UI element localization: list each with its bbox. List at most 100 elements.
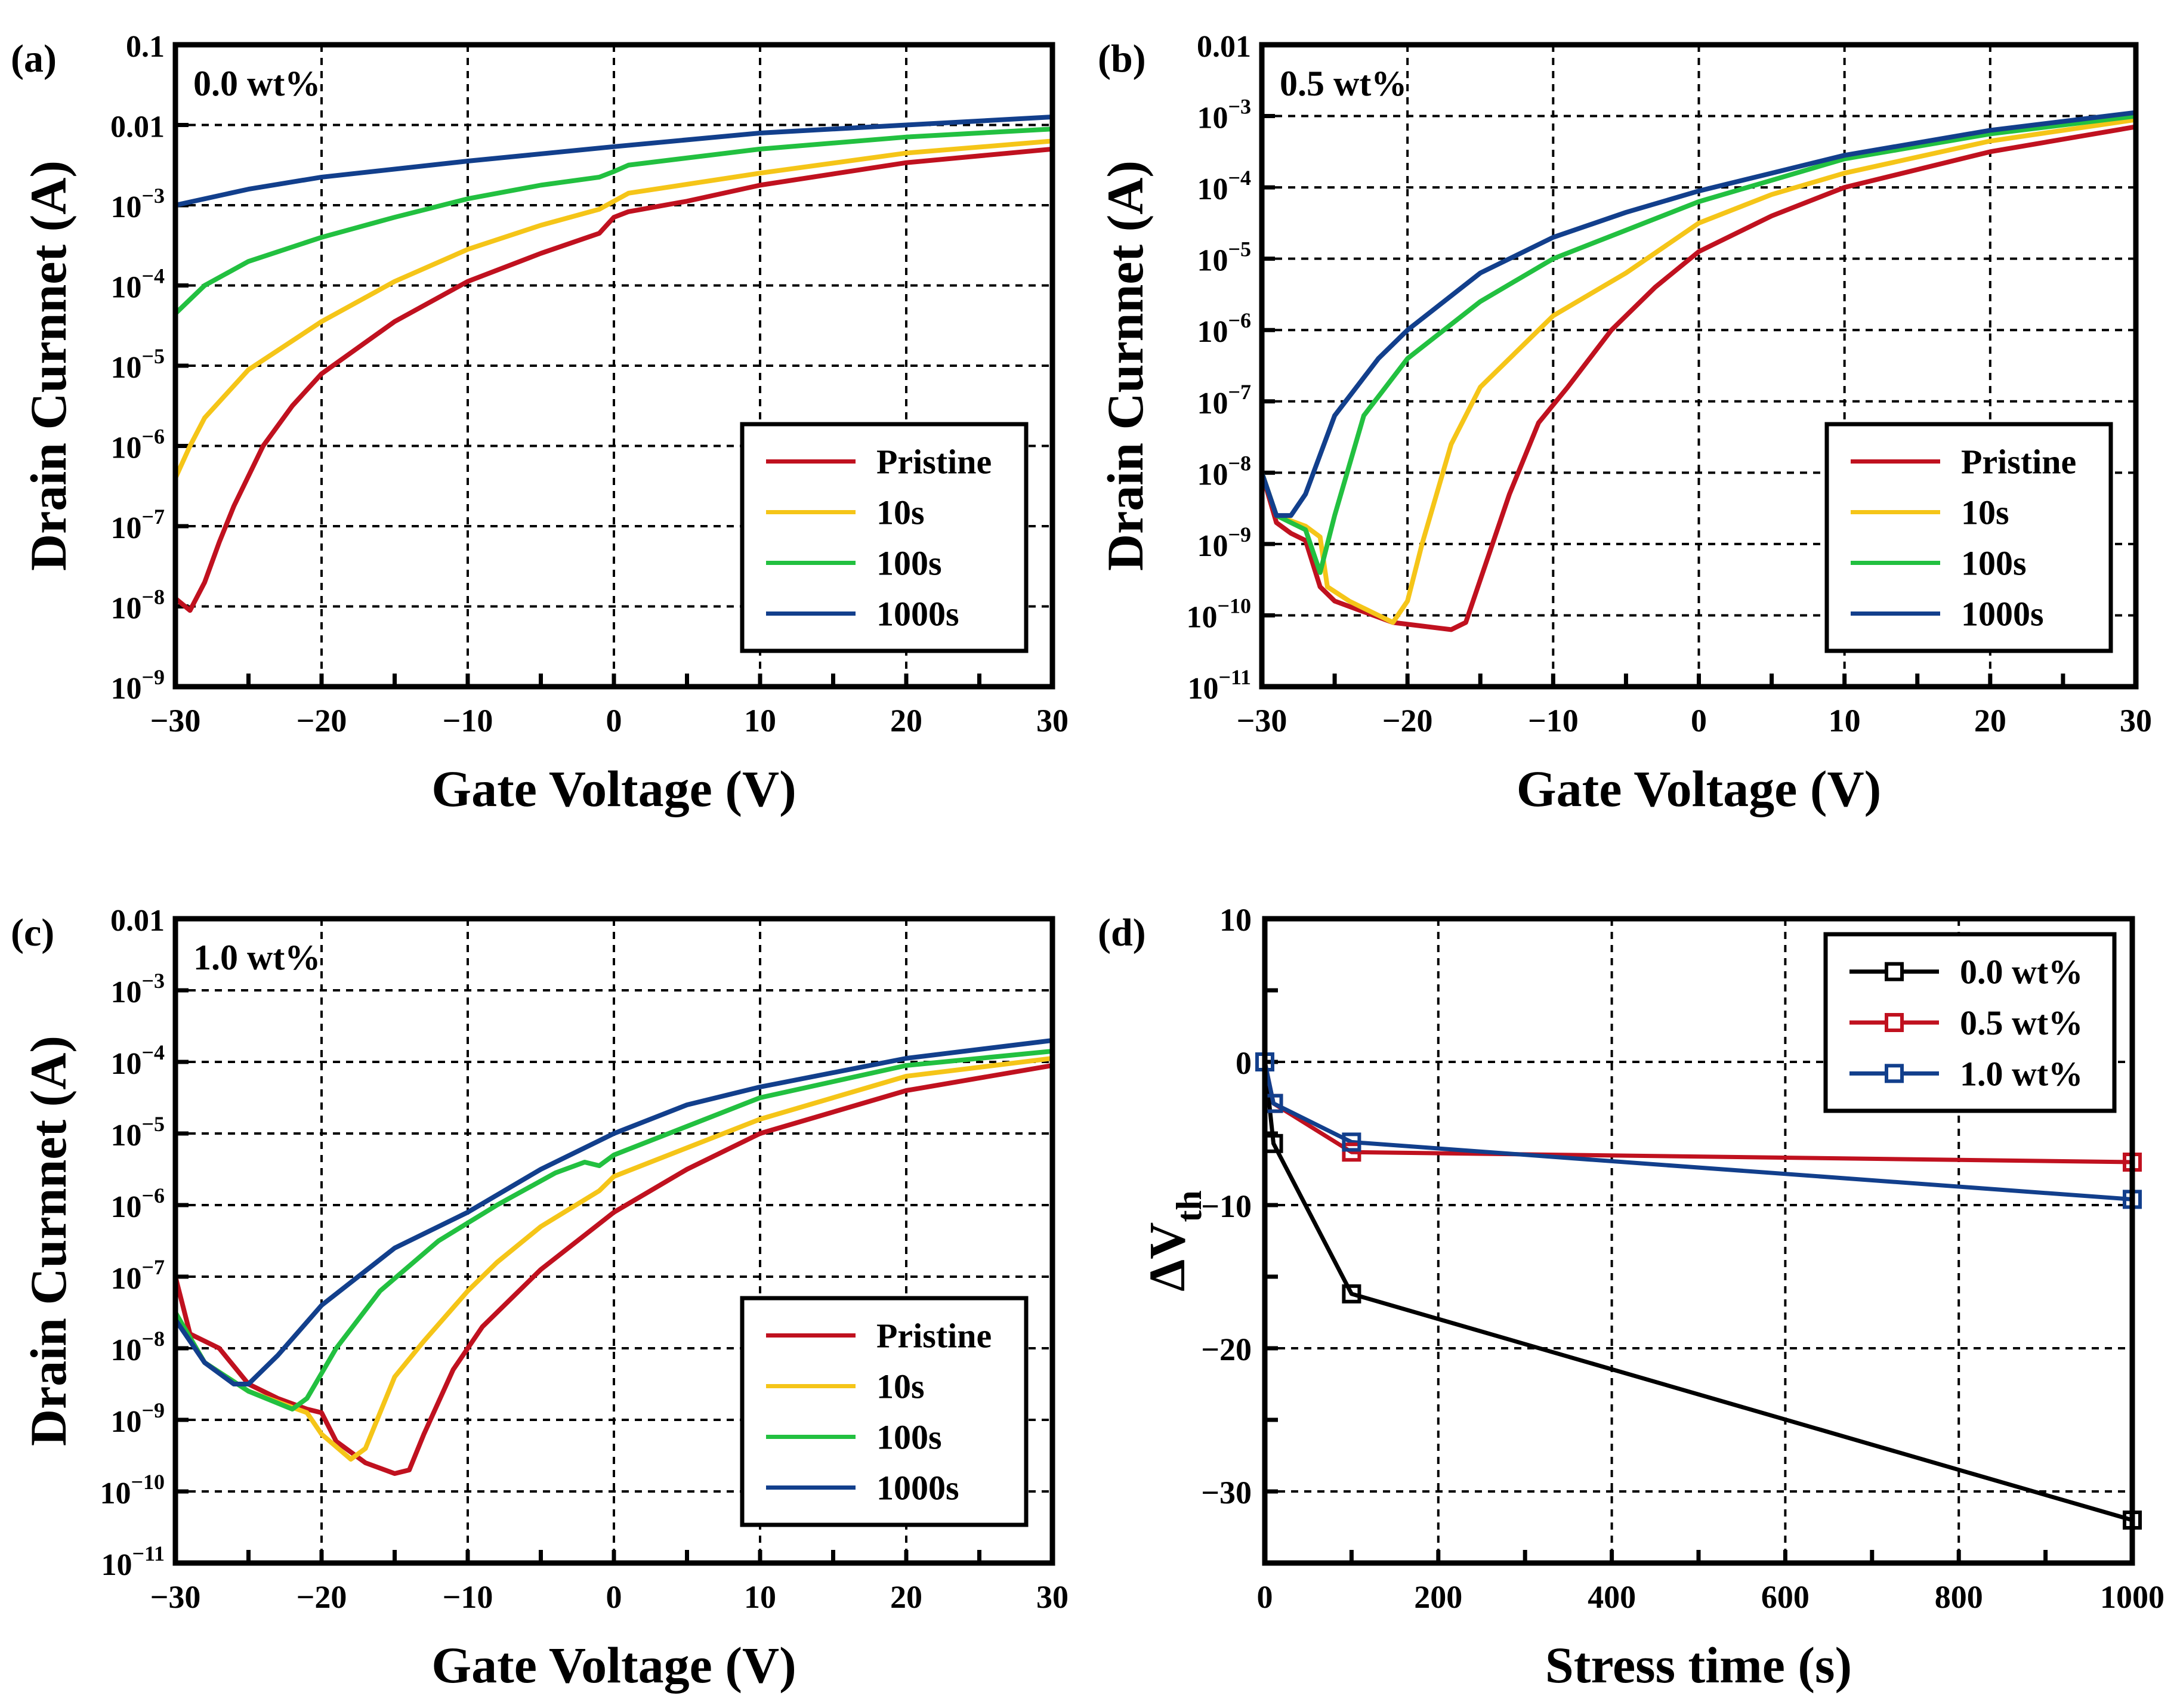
x-tick-label: 30 [1036,1579,1069,1615]
legend-label: 100s [876,544,942,583]
data-marker [1342,1132,1361,1152]
y-tick-exponent: −6 [141,425,165,449]
legend-item: 0.5 wt% [1849,1003,2083,1042]
y-tick-label: 0 [1236,1045,1252,1081]
legend-item: 10s [766,1367,925,1406]
y-tick-mantissa: 10 [110,1047,141,1081]
x-tick-label: 20 [890,1579,922,1615]
y-tick-mantissa: 0.01 [110,904,165,938]
x-axis-title: Stress time (s) [1545,1636,1852,1694]
y-tick-mantissa: 10 [110,1405,141,1439]
y-tick-mantissa: 10 [1197,172,1228,206]
series-group [1262,110,2136,632]
y-tick-mantissa: 10 [110,511,141,545]
data-marker [1342,1142,1361,1162]
y-tick-label: −10 [1201,1188,1252,1224]
legend-label: Pristine [876,443,992,481]
legend: Pristine 10s 100s 1000s [740,422,1029,653]
series-line-100s [175,126,1052,316]
y-tick-mantissa: 10 [100,1477,131,1511]
series-line-100s [175,1049,1052,1412]
x-tick-label: −30 [1237,703,1287,739]
y-tick-label: 10−5 [110,1112,165,1153]
y-tick-label: 0.01 [110,110,165,144]
legend-item: Pristine [766,443,992,481]
y-tick-label: 10−7 [110,505,165,545]
legend-item: 100s [766,544,942,583]
y-tick-exponent: −6 [1228,308,1251,332]
y-tick-label: 10−11 [1187,665,1251,706]
data-marker [1342,1284,1361,1304]
legend-marker [1885,962,1904,981]
legend-label: 10s [876,493,925,532]
x-tick-label: −20 [297,703,347,739]
panel-c: (c)−30 −20 −10 0 10 20 3010−1110−1010−910−810−… [11,904,1069,1694]
y-tick-label: 10−4 [110,264,165,305]
plot-frame [1259,42,2139,690]
y-tick-label: −30 [1201,1475,1252,1511]
x-tick-label: 400 [1588,1579,1636,1615]
x-tick-label: 0 [606,1579,622,1615]
y-axis-title-text: Drain Curnnet (A) [1097,160,1154,571]
y-tick-exponent: −8 [1228,451,1251,475]
x-tick-label: 10 [744,1579,776,1615]
legend-item: 0.0 wt% [1849,953,2083,992]
panel-annotation: 0.0 wt% [193,64,320,103]
x-tick-label: 1000 [2100,1579,2164,1615]
y-tick-label: −20 [1201,1332,1252,1367]
panel-label: (c) [11,911,54,955]
legend: Pristine 10s 100s 1000s [740,1296,1029,1527]
series-line-1000s [1262,110,2136,518]
y-tick-mantissa: 10 [110,351,141,385]
y-axis-title-subscript: th [1169,1190,1209,1222]
legend-label: 1000s [876,1469,959,1508]
y-axis-title: Drain Curnnet (A) [20,1036,77,1446]
x-tick-label: 20 [1974,703,2006,739]
x-tick-label: −30 [150,1579,201,1615]
y-tick-mantissa: 10 [110,190,141,224]
y-axis-title: Drain Curnnet (A) [1097,160,1154,571]
legend: 0.0 wt% 0.5 wt% 1.0 wt% [1823,932,2117,1113]
y-tick-label: 10−3 [110,184,165,224]
legend-marker [1885,1064,1904,1083]
x-tick-label: −20 [1382,703,1433,739]
y-tick-label: 10−8 [110,585,165,626]
y-tick-exponent: −7 [141,505,165,529]
y-tick-mantissa: 10 [1197,101,1228,135]
legend-label: 1000s [1961,595,2044,634]
series-line-0-0-wt- [1265,1061,2132,1522]
x-tick-label: 0 [606,703,622,739]
y-tick-mantissa: 10 [110,975,141,1009]
y-axis-title: Drain Curnnet (A) [20,160,77,571]
y-tick-label: 10−9 [110,665,165,706]
y-tick-exponent: −4 [141,1040,165,1064]
y-tick-label: 10−9 [110,1398,165,1439]
x-axis-title: Gate Voltage (V) [1517,760,1881,817]
y-tick-exponent: −3 [141,184,165,208]
legend-label: 100s [876,1418,942,1457]
panel-a: (a)−30 −20 −10 0 10 20 3010−910−810−710−610−51… [11,30,1069,817]
legend: Pristine 10s 100s 1000s [1824,422,2113,653]
panel-label: (d) [1098,911,1146,955]
series-line-1000s [175,115,1052,208]
legend-item: Pristine [766,1317,992,1355]
legend-item: 100s [1851,544,2027,583]
y-axis-title-text: Drain Curnnet (A) [20,160,77,571]
y-tick-mantissa: 10 [1197,315,1228,349]
series-line-10s [1262,117,2136,625]
legend-item: 1000s [766,595,959,634]
legend-item: Pristine [1851,443,2076,481]
y-tick-mantissa: 0.01 [110,110,165,144]
y-tick-label: 10−5 [110,344,165,385]
y-tick-mantissa: 10 [110,1333,141,1367]
y-tick-exponent: −11 [1218,665,1251,689]
x-tick-label: −20 [297,1579,347,1615]
y-tick-label: 10−10 [1186,594,1251,634]
legend-label: 1000s [876,595,959,634]
y-tick-exponent: −4 [141,264,165,288]
y-tick-mantissa: 10 [1197,244,1228,278]
y-tick-exponent: −5 [141,1112,165,1136]
y-tick-mantissa: 10 [1186,600,1217,634]
x-tick-label: −10 [443,703,493,739]
x-tick-label: 30 [1036,703,1069,739]
